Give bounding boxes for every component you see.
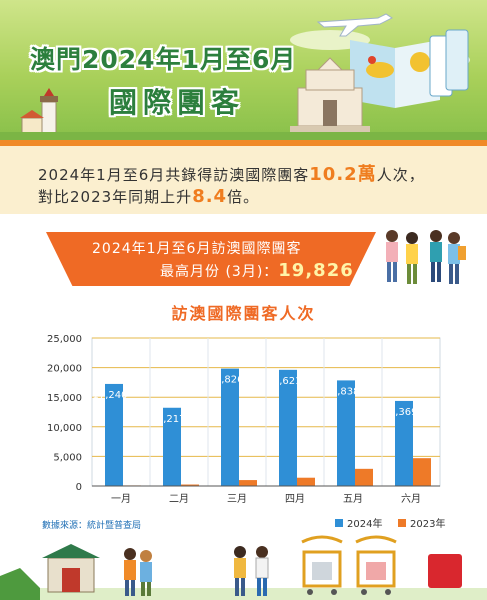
lighthouse-icon bbox=[20, 88, 58, 135]
legend-item-2024: 2024年 bbox=[335, 515, 382, 530]
banner-text: 最高月份 (3月)： bbox=[160, 264, 279, 280]
x-tick-label: 四月 bbox=[285, 493, 305, 505]
banner-text: 人次 bbox=[353, 264, 384, 280]
y-tick-label: 20,000 bbox=[47, 364, 82, 375]
highlight-banner bbox=[46, 232, 376, 286]
divider bbox=[0, 140, 487, 146]
y-tick-label: 5,000 bbox=[53, 452, 82, 463]
bar-2024 bbox=[221, 368, 239, 486]
summary-text: 對比2023年同期上升 bbox=[38, 188, 193, 206]
summary-line-2: 對比2023年同期上升8.4倍。 bbox=[38, 186, 259, 207]
summary-text: 人次， bbox=[376, 166, 425, 184]
macau-logo bbox=[428, 554, 462, 588]
page-subtitle: 國際團客 bbox=[108, 86, 245, 119]
temple-icon bbox=[42, 544, 100, 593]
bar-value-label: 17,838 bbox=[325, 386, 360, 397]
banner-peak-value: 19,826 bbox=[278, 260, 354, 281]
bar-2023 bbox=[297, 477, 315, 486]
bar-value-label: 17,240 bbox=[93, 390, 128, 401]
summary-text: 2024年1月至6月共錄得訪澳國際團客 bbox=[38, 166, 310, 184]
legend-label: 2023年 bbox=[410, 519, 446, 530]
bar-2024 bbox=[163, 407, 181, 486]
page-title: 澳門2024年1月至6月 bbox=[30, 45, 297, 74]
legend-swatch bbox=[335, 518, 343, 527]
bar-value-label: 14,369 bbox=[383, 407, 418, 418]
bar-2024 bbox=[395, 400, 413, 486]
luggage-cart-icon bbox=[301, 535, 343, 595]
header-illustration bbox=[0, 13, 487, 140]
y-tick-label: 15,000 bbox=[47, 393, 82, 404]
travellers-illustration bbox=[386, 230, 466, 284]
summary-line-1: 2024年1月至6月共錄得訪澳國際團客10.2萬人次， bbox=[38, 160, 425, 186]
legend-label: 2024年 bbox=[347, 519, 383, 530]
summary-panel: 2024年1月至6月共錄得訪澳國際團客10.2萬人次， 對比2023年同期上升8… bbox=[0, 146, 487, 214]
x-tick-label: 二月 bbox=[169, 493, 189, 505]
data-source: 數據來源：統計暨普查局 bbox=[42, 521, 142, 531]
ruins-of-st-paul-icon bbox=[290, 57, 370, 132]
bar-value-label: 19,621 bbox=[267, 376, 302, 387]
luggage-cart-icon bbox=[355, 535, 397, 595]
airplane-icon bbox=[316, 13, 393, 37]
banner-line-2: 最高月份 (3月)：19,826人次 bbox=[160, 260, 384, 281]
photographer-icon bbox=[124, 548, 152, 596]
bar-2023 bbox=[181, 484, 199, 486]
bar-2023 bbox=[239, 480, 257, 486]
bar-2023 bbox=[413, 458, 431, 486]
y-tick-label: 0 bbox=[76, 482, 82, 493]
summary-text: 倍。 bbox=[227, 188, 260, 206]
map-icon bbox=[350, 40, 440, 108]
bar-chart: 0 5,000 10,000 15,000 20,000 25,000 17,240 一月 13… bbox=[47, 334, 441, 505]
summary-total-value: 10.2萬 bbox=[309, 164, 377, 185]
y-tick-label: 25,000 bbox=[47, 334, 82, 345]
x-tick-label: 五月 bbox=[343, 493, 363, 505]
legend-item-2023: 2023年 bbox=[398, 515, 445, 530]
bar-value-label: 13,217 bbox=[151, 414, 186, 425]
y-tick-label: 10,000 bbox=[47, 423, 82, 434]
bar-2024 bbox=[279, 369, 297, 486]
footer-illustration bbox=[0, 535, 487, 600]
bar-2024 bbox=[337, 380, 355, 486]
bar-value-label: 19,826 bbox=[209, 375, 244, 386]
bar-2024 bbox=[105, 383, 123, 486]
x-tick-label: 三月 bbox=[227, 493, 247, 505]
backpacker-icon bbox=[448, 232, 466, 284]
ticket-icon bbox=[429, 29, 469, 97]
banner-line-1: 2024年1月至6月訪澳國際團客 bbox=[92, 241, 302, 257]
walking-tourist-icon bbox=[234, 546, 269, 596]
bar-2023 bbox=[355, 468, 373, 486]
summary-growth-value: 8.4 bbox=[192, 186, 228, 207]
tourist-icon bbox=[430, 230, 442, 282]
tourist-icon bbox=[406, 232, 418, 284]
legend-swatch bbox=[398, 518, 406, 527]
chart-title: 訪澳國際團客人次 bbox=[171, 304, 316, 323]
x-tick-label: 六月 bbox=[401, 493, 421, 505]
header-banner: 澳門2024年1月至6月 國際團客 bbox=[0, 0, 487, 140]
tourist-icon bbox=[386, 230, 398, 282]
x-tick-label: 一月 bbox=[111, 493, 131, 505]
